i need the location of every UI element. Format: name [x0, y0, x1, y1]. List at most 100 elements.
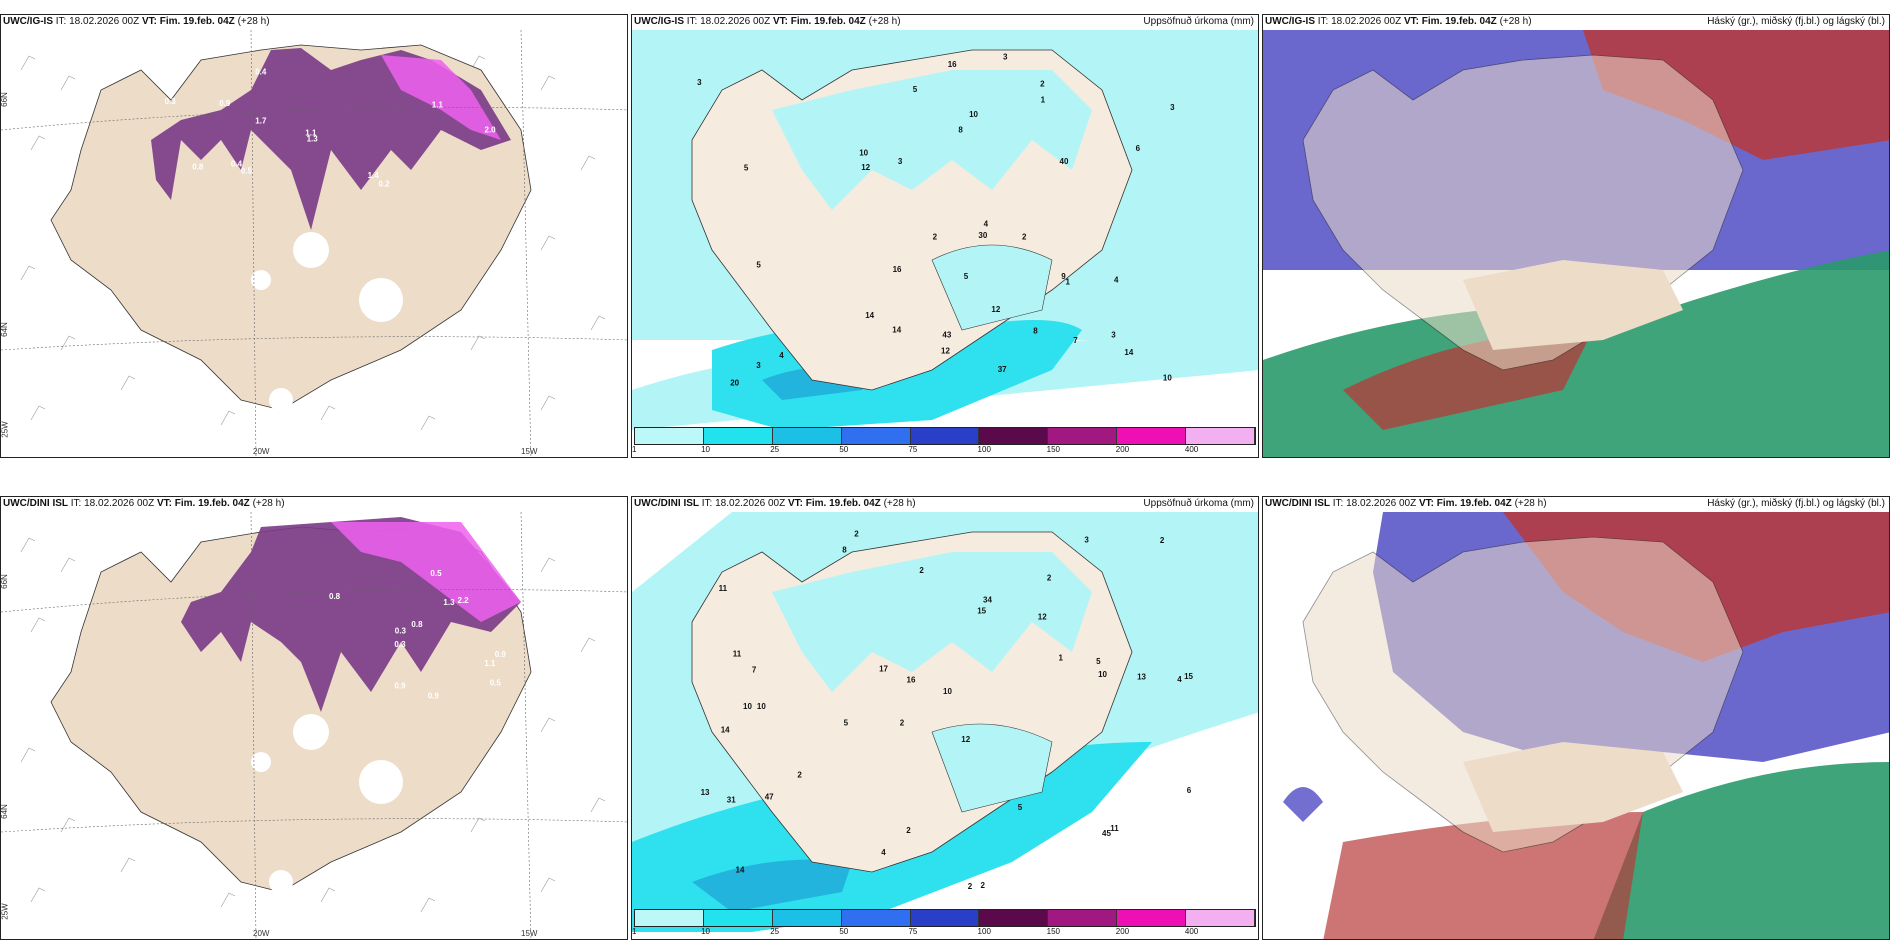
colorbar-tick-label: 10 [701, 445, 711, 454]
lat-label: 64N [0, 322, 9, 337]
map-value-label: 12 [961, 735, 970, 744]
map-value-label: 8 [842, 545, 847, 554]
panel-header: UWC/IG-IS IT: 18.02.2026 00Z VT: Fim. 19… [1265, 16, 1532, 27]
map-value-label: 0.8 [411, 620, 423, 629]
map-value-label: 2 [1160, 536, 1165, 545]
map-value-label: 0.8 [192, 162, 204, 171]
colorbar-segment [841, 910, 911, 926]
map-value-label: 0.5 [430, 569, 442, 578]
map-value-label: 1 [1059, 653, 1064, 662]
map-value-label: 10 [1163, 374, 1172, 383]
map-value-label: 43 [942, 330, 951, 339]
map-value-label: 1.3 [443, 598, 455, 607]
colorbar-tick-label: 25 [770, 445, 780, 454]
panel-title: Uppsöfnuð úrkoma (mm) [1143, 498, 1254, 509]
map-value-label: 0.9 [395, 682, 407, 691]
lon-corner-label: 25W [0, 421, 10, 438]
map-value-label: 4 [881, 848, 886, 857]
lon-label: 15W [521, 929, 538, 938]
map-value-label: 0.3 [395, 626, 407, 635]
map-value-label: 9 [1061, 272, 1066, 281]
snow-value-labels: 0.2 0.4 0.4 0.9 1.1 1.4 2.0 1.7 1.3 0.5 0.8 0.3 1.1 [165, 68, 497, 189]
map-value-label: 13 [701, 788, 710, 797]
map-value-label: 3 [756, 361, 761, 370]
map-value-label: 8 [958, 126, 963, 135]
lon-corner-label: 25W [0, 903, 10, 920]
precip-shade-heavy [692, 859, 852, 912]
map-value-label: 16 [948, 60, 957, 69]
map-value-label: 1.7 [255, 116, 267, 125]
map-value-label: 1.1 [432, 100, 444, 109]
colorbar-tick-label: 100 [977, 927, 991, 936]
map-value-label: 0.3 [394, 640, 406, 649]
map-value-label: 0.9 [219, 99, 231, 108]
map-value-label: 20 [730, 379, 739, 388]
map-value-label: 7 [752, 666, 757, 675]
map-value-label: 5 [756, 261, 761, 270]
map-value-label: 30 [978, 231, 987, 240]
map-value-label: 0.9 [428, 692, 440, 701]
map-value-label: 10 [859, 148, 868, 157]
map-value-label: 6 [1187, 786, 1192, 795]
map-value-label: 8 [1033, 327, 1038, 336]
map-value-label: 3 [1111, 331, 1116, 340]
map-value-label: 47 [765, 793, 774, 802]
colorbar-ticks: 1 10 25 50 75 100 150 200 400 [632, 927, 1256, 938]
colorbar-tick-label: 400 [1184, 927, 1199, 936]
map-canvas [1263, 512, 1889, 939]
map-value-label: 0.4 [255, 68, 267, 77]
colorbar-tick-label: 1 [632, 445, 637, 454]
colorbar-segment [1117, 910, 1187, 926]
map-value-label: 0.5 [241, 167, 253, 176]
map-value-label: 5 [744, 164, 749, 173]
colorbar-segment [772, 428, 842, 444]
lat-label: 66N [0, 92, 9, 107]
panel-header: UWC/IG-IS IT: 18.02.2026 00Z VT: Fim. 19… [634, 16, 901, 27]
map-canvas [1263, 30, 1889, 457]
map-value-label: 10 [1098, 670, 1107, 679]
map-value-label: 45 [1102, 829, 1111, 838]
map-value-label: 2 [1040, 80, 1045, 89]
map-value-label: 4 [1177, 675, 1182, 684]
map-value-label: 12 [861, 163, 870, 172]
map-value-label: 5 [913, 85, 918, 94]
map-value-label: 0.5 [490, 679, 502, 688]
colorbar-tick-label: 50 [839, 445, 849, 454]
map-value-label: 15 [1184, 672, 1193, 681]
map-value-label: 3 [697, 78, 702, 87]
colorbar [634, 909, 1256, 927]
map-value-label: 1.1 [484, 659, 496, 668]
map-value-label: 13 [1137, 672, 1146, 681]
map-value-label: 14 [865, 311, 874, 320]
colorbar-tick-label: 10 [701, 927, 711, 936]
map-value-label: 11 [719, 584, 728, 593]
map-value-label: 3 [898, 157, 903, 166]
snow-value-labels: 0.30.91.31.10.90.52.20.80.50.90.80.3 [329, 569, 506, 701]
map-value-label: 16 [907, 676, 916, 685]
map-value-label: 1.1 [305, 129, 317, 138]
panel-title: Háský (gr.), miðský (fj.bl.) og lágský (… [1707, 498, 1885, 509]
snow-shade-pink [381, 55, 501, 140]
colorbar-segment [703, 428, 773, 444]
precip-shade-land [772, 552, 1092, 692]
colorbar-tick-label: 100 [977, 445, 991, 454]
graticule [1, 512, 627, 939]
panel-header: UWC/DINI ISL IT: 18.02.2026 00Z VT: Fim.… [1265, 498, 1547, 509]
map-value-label: 14 [892, 326, 901, 335]
colorbar-segment [979, 428, 1049, 444]
map-value-label: 2 [1047, 574, 1052, 583]
map-value-label: 0.9 [495, 650, 507, 659]
precip-map-panel: UWC/IG-IS IT: 18.02.2026 00Z VT: Fim. 19… [631, 14, 1259, 458]
colorbar-tick-label: 1 [632, 927, 637, 936]
colorbar-tick-label: 75 [908, 927, 918, 936]
map-value-label: 5 [1096, 657, 1101, 666]
lon-label: 20W [253, 929, 270, 938]
panel-title: Háský (gr.), miðský (fj.bl.) og lágský (… [1707, 16, 1885, 27]
wind-snow-map-panel: UWC/IG-IS IT: 18.02.2026 00Z VT: Fim. 19… [0, 14, 628, 458]
colorbar-segment [910, 910, 980, 926]
map-canvas: 0.30.91.31.10.90.52.20.80.50.90.80.3 [1, 512, 627, 939]
map-value-label: 4 [1114, 276, 1119, 285]
precip-map-panel: UWC/DINI ISL IT: 18.02.2026 00Z VT: Fim.… [631, 496, 1259, 940]
